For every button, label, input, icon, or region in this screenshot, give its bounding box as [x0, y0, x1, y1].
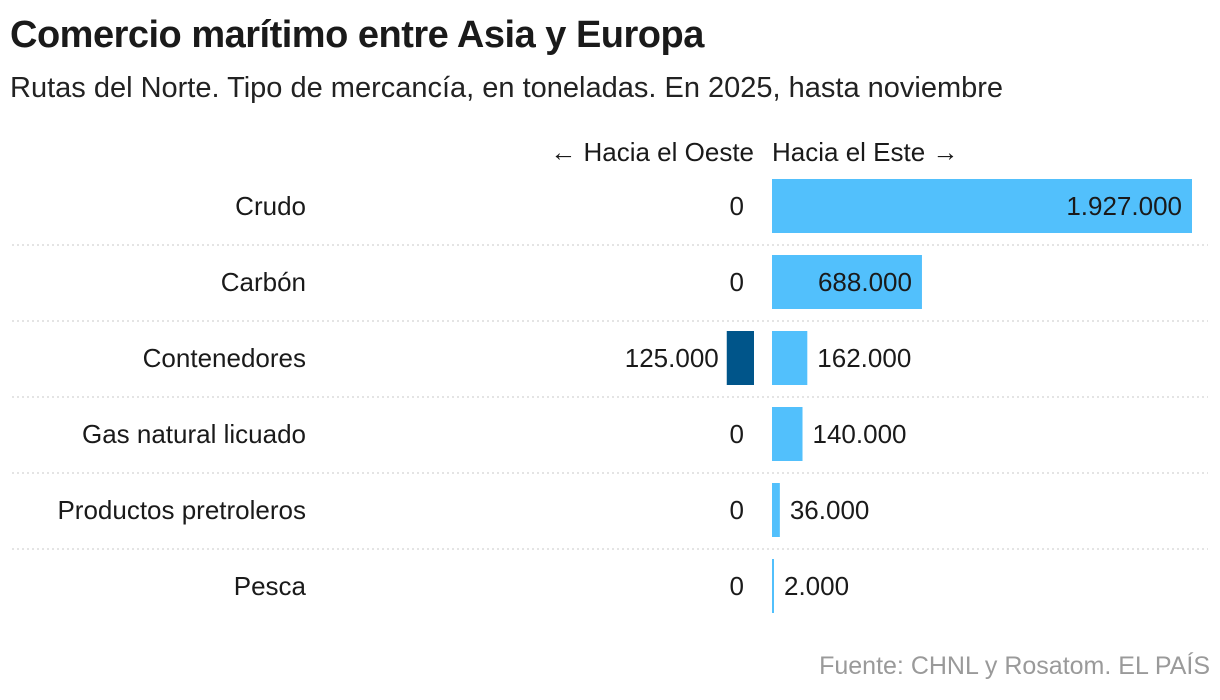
value-label-east: 36.000: [790, 495, 870, 525]
chart-title: Comercio marítimo entre Asia y Europa: [10, 14, 704, 56]
header-east: Hacia el Este →: [772, 137, 958, 167]
value-label-east: 140.000: [813, 419, 907, 449]
bar-east: [772, 255, 922, 309]
bar-east: [772, 483, 780, 537]
bar-east: [772, 559, 774, 613]
category-label: Productos pretroleros: [57, 495, 306, 525]
value-label-west: 0: [730, 267, 744, 297]
category-label: Crudo: [235, 191, 306, 221]
category-label: Gas natural licuado: [82, 419, 306, 449]
bar-east: [772, 331, 808, 385]
header-west: ← Hacia el Oeste: [550, 137, 754, 167]
bar-east: [772, 179, 1192, 233]
bar-west: [726, 331, 754, 385]
value-label-west: 0: [730, 191, 744, 221]
value-label-east: 2.000: [784, 571, 849, 601]
category-label: Contenedores: [143, 343, 306, 373]
source-note: Fuente: CHNL y Rosatom. EL PAÍS: [819, 652, 1210, 680]
value-label-west: 0: [730, 571, 744, 601]
chart-subtitle: Rutas del Norte. Tipo de mercancía, en t…: [10, 72, 1004, 104]
value-label-east: 688.000: [818, 267, 912, 297]
value-label-east: 1.927.000: [1066, 191, 1182, 221]
category-label: Carbón: [221, 267, 306, 297]
value-label-west: 0: [730, 495, 744, 525]
bar-east: [772, 407, 803, 461]
value-label-east: 162.000: [817, 343, 911, 373]
value-label-west: 0: [730, 419, 744, 449]
category-label: Pesca: [234, 571, 307, 601]
value-label-west: 125.000: [625, 343, 719, 373]
